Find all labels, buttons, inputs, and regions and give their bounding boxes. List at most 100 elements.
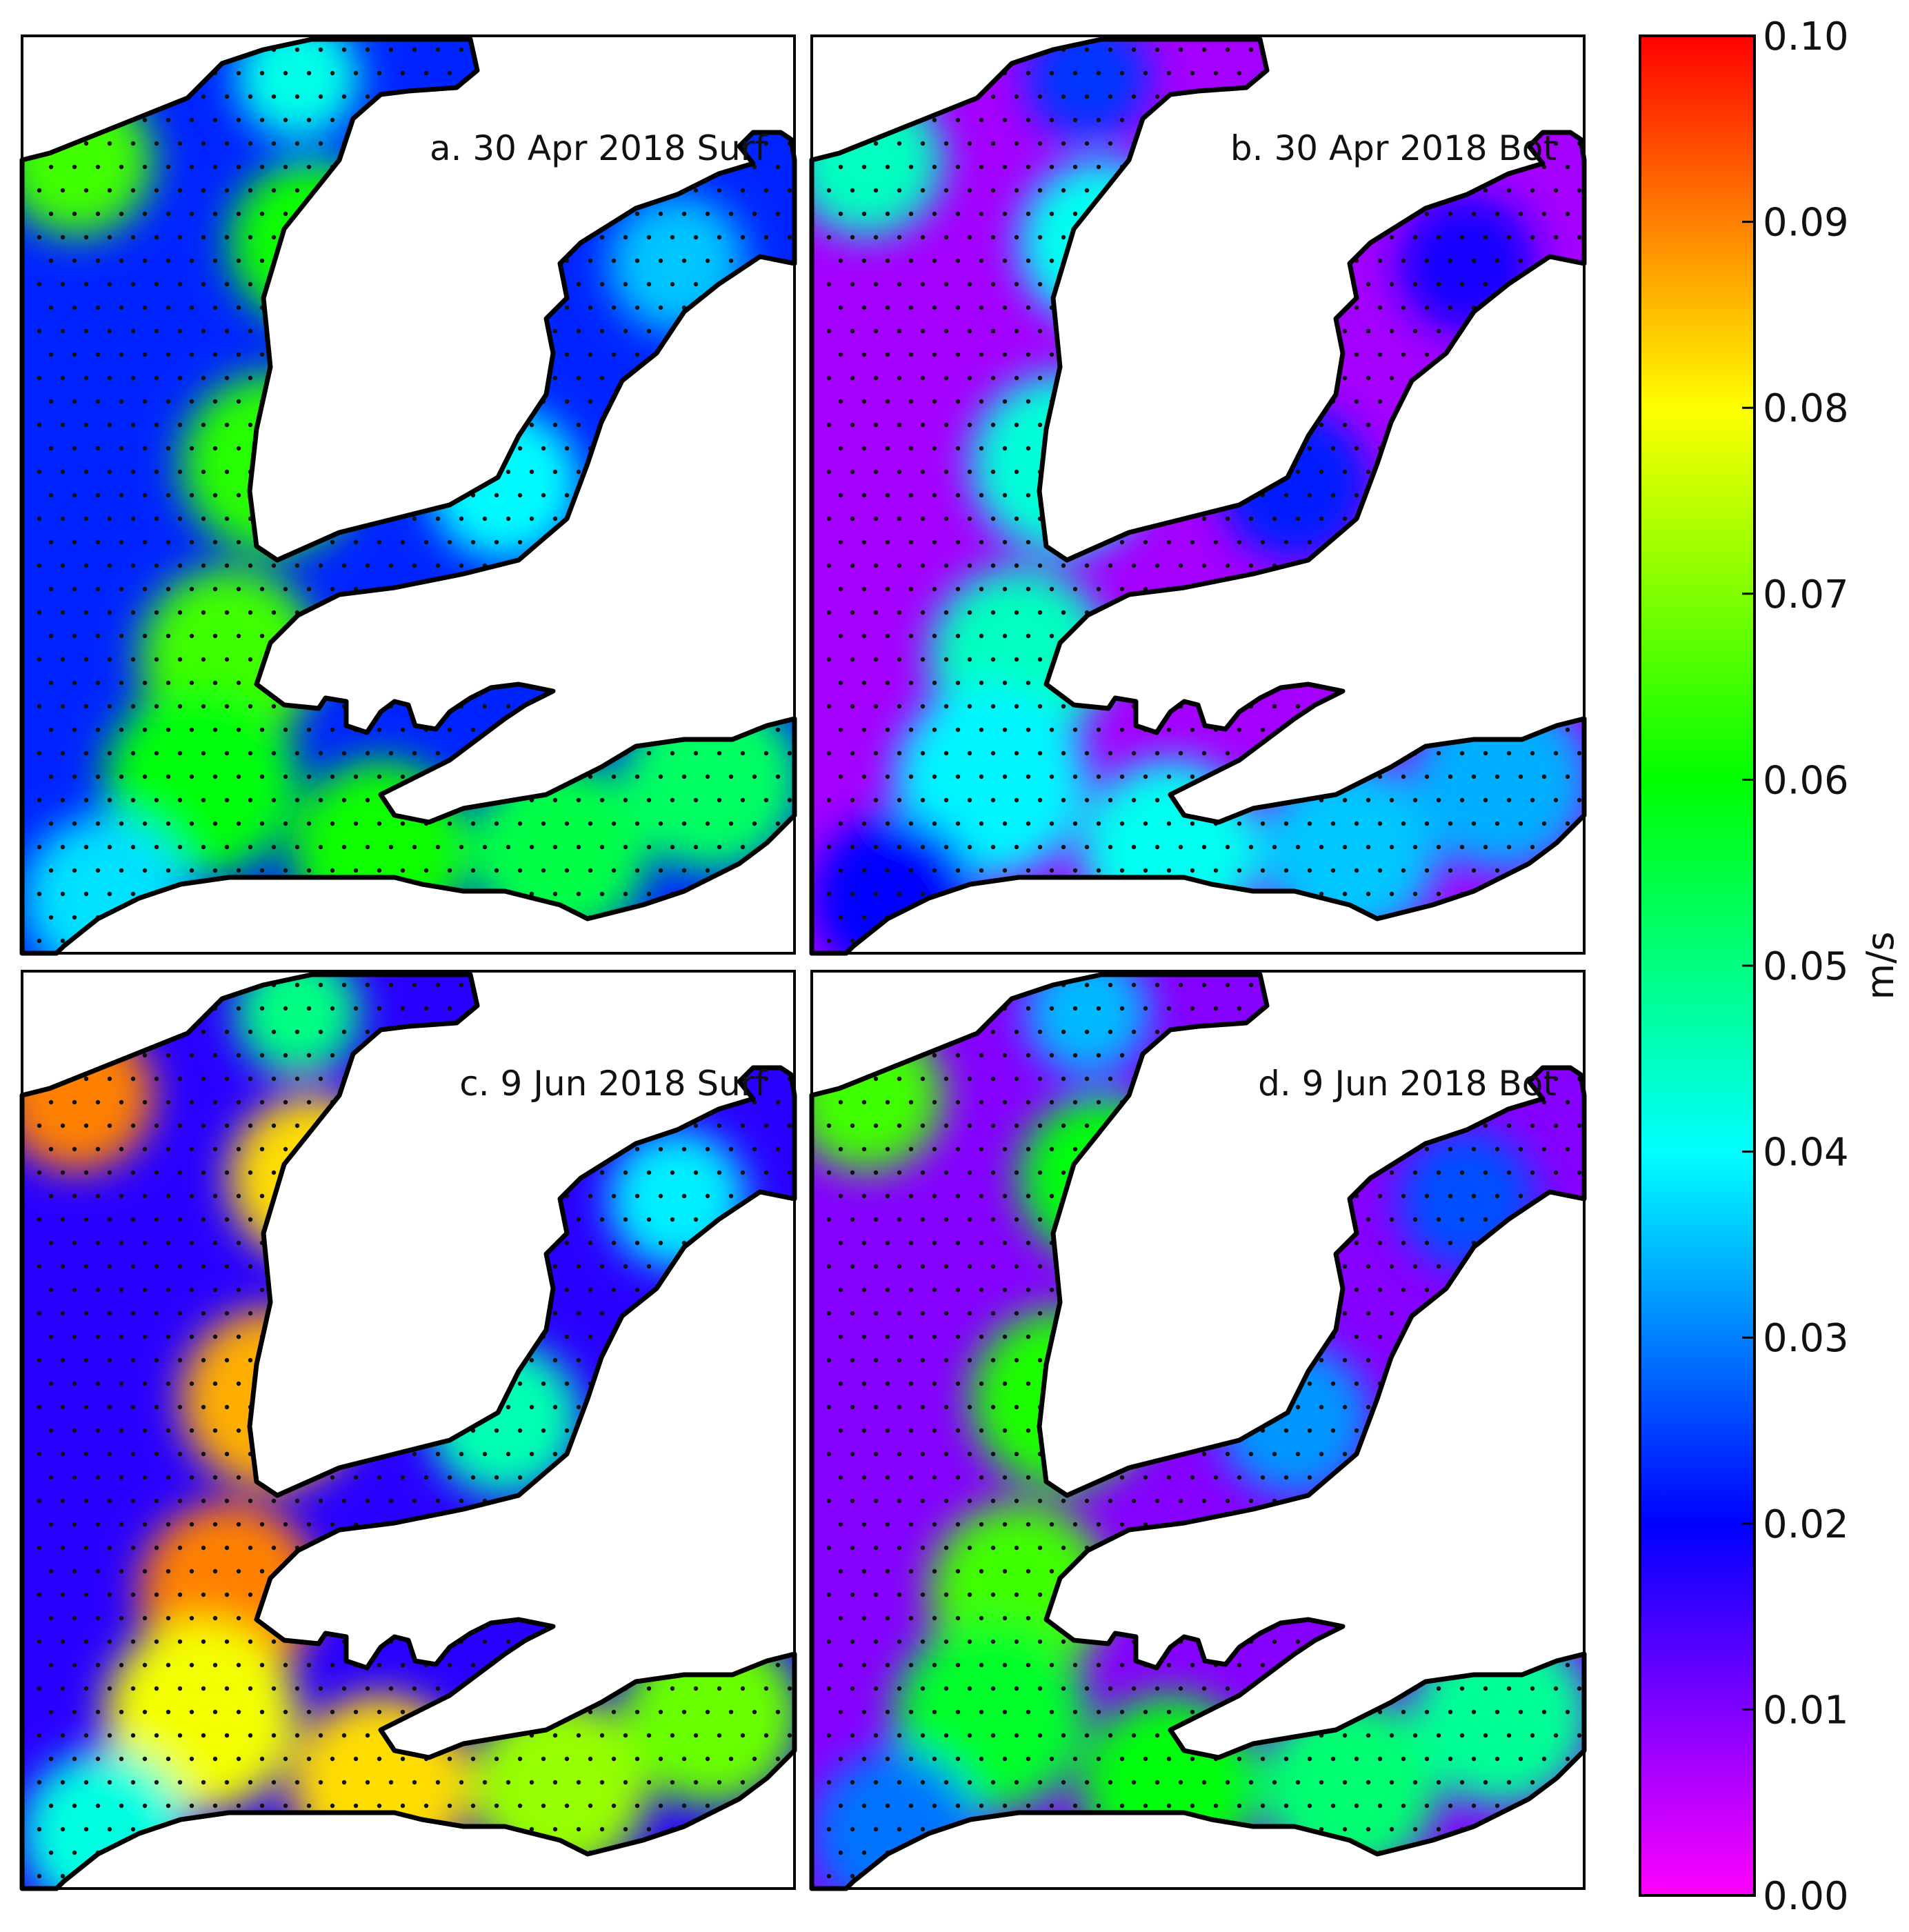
velocity-vector <box>294 891 300 897</box>
velocity-vector <box>885 446 890 451</box>
velocity-vector <box>423 1053 429 1058</box>
velocity-vector <box>1553 1217 1559 1222</box>
velocity-vector <box>541 1381 546 1386</box>
velocity-vector <box>979 1193 984 1199</box>
velocity-vector <box>1577 469 1582 475</box>
velocity-vector <box>306 446 312 451</box>
velocity-vector <box>763 188 769 193</box>
velocity-vector <box>670 188 675 193</box>
velocity-vector <box>728 70 734 76</box>
velocity-vector <box>967 469 972 475</box>
velocity-vector <box>1330 305 1336 310</box>
velocity-vector <box>529 938 534 944</box>
velocity-vector <box>850 1451 855 1457</box>
velocity-vector <box>1412 1357 1418 1363</box>
velocity-vector <box>1319 1029 1324 1035</box>
velocity-vector <box>353 352 359 357</box>
velocity-vector <box>1037 188 1043 193</box>
velocity-vector <box>283 680 288 686</box>
velocity-vector <box>435 469 441 475</box>
velocity-vector <box>318 1076 323 1082</box>
velocity-vector <box>1237 868 1242 873</box>
velocity-vector <box>611 1568 617 1574</box>
velocity-vector <box>1108 1170 1113 1175</box>
velocity-vector <box>1225 1451 1230 1457</box>
velocity-vector <box>1471 1662 1477 1668</box>
velocity-vector <box>377 539 382 545</box>
velocity-vector <box>271 1686 277 1691</box>
velocity-vector <box>1283 211 1289 217</box>
velocity-vector <box>1436 1639 1441 1644</box>
velocity-vector <box>955 446 961 451</box>
velocity-vector <box>447 70 452 76</box>
velocity-vector <box>341 281 347 287</box>
velocity-vector <box>248 1029 253 1035</box>
velocity-vector <box>330 915 335 920</box>
velocity-vector <box>1541 1006 1547 1011</box>
velocity-vector <box>920 188 926 193</box>
velocity-vector <box>787 1357 792 1363</box>
velocity-vector <box>1061 1451 1066 1457</box>
velocity-vector <box>259 774 265 779</box>
velocity-vector <box>552 469 558 475</box>
velocity-vector <box>670 516 675 521</box>
velocity-vector <box>412 563 417 568</box>
velocity-vector <box>1108 1029 1113 1035</box>
velocity-vector <box>166 117 171 123</box>
velocity-vector <box>717 1873 722 1879</box>
velocity-vector <box>1530 1545 1535 1551</box>
velocity-vector <box>1295 1357 1301 1363</box>
velocity-vector <box>873 610 879 615</box>
velocity-vector <box>1131 797 1137 803</box>
velocity-vector <box>388 1498 394 1504</box>
velocity-vector <box>897 1639 902 1644</box>
velocity-vector <box>932 492 937 498</box>
velocity-vector <box>377 1756 382 1762</box>
velocity-vector <box>634 70 640 76</box>
velocity-vector <box>177 704 183 709</box>
velocity-vector <box>294 1076 300 1082</box>
velocity-vector <box>201 375 206 381</box>
velocity-vector <box>189 539 194 545</box>
velocity-vector <box>599 1170 605 1175</box>
velocity-vector <box>681 1522 687 1527</box>
velocity-vector <box>154 516 159 521</box>
velocity-vector <box>611 1522 617 1527</box>
velocity-vector <box>1248 610 1254 615</box>
velocity-vector <box>1096 1287 1101 1293</box>
velocity-vector <box>1002 1615 1008 1621</box>
velocity-vector <box>236 117 241 123</box>
velocity-vector <box>1248 844 1254 850</box>
velocity-vector <box>908 70 914 76</box>
velocity-vector <box>775 1615 781 1621</box>
velocity-vector <box>634 680 640 686</box>
velocity-vector <box>885 680 890 686</box>
velocity-vector <box>1272 1123 1277 1128</box>
velocity-vector <box>459 469 464 475</box>
velocity-vector <box>1131 1123 1137 1128</box>
velocity-vector <box>552 610 558 615</box>
velocity-vector <box>705 539 710 545</box>
velocity-vector <box>967 1123 972 1128</box>
velocity-vector <box>1424 1053 1430 1058</box>
velocity-vector <box>341 1873 347 1879</box>
velocity-vector <box>728 1428 734 1433</box>
velocity-vector <box>1190 446 1195 451</box>
velocity-vector <box>1248 1592 1254 1597</box>
velocity-vector <box>1201 1404 1207 1410</box>
velocity-vector <box>838 586 843 592</box>
velocity-vector <box>1143 1146 1148 1152</box>
velocity-vector <box>365 1451 370 1457</box>
velocity-vector <box>529 750 534 756</box>
velocity-vector <box>1295 750 1301 756</box>
velocity-vector <box>1096 774 1101 779</box>
velocity-vector <box>861 70 867 76</box>
velocity-vector <box>37 1123 42 1128</box>
velocity-vector <box>306 1053 312 1058</box>
velocity-vector <box>967 328 972 334</box>
velocity-vector <box>1272 797 1277 803</box>
velocity-vector <box>177 891 183 897</box>
velocity-vector <box>1401 258 1406 263</box>
velocity-vector <box>1119 915 1125 920</box>
velocity-vector <box>95 258 101 263</box>
